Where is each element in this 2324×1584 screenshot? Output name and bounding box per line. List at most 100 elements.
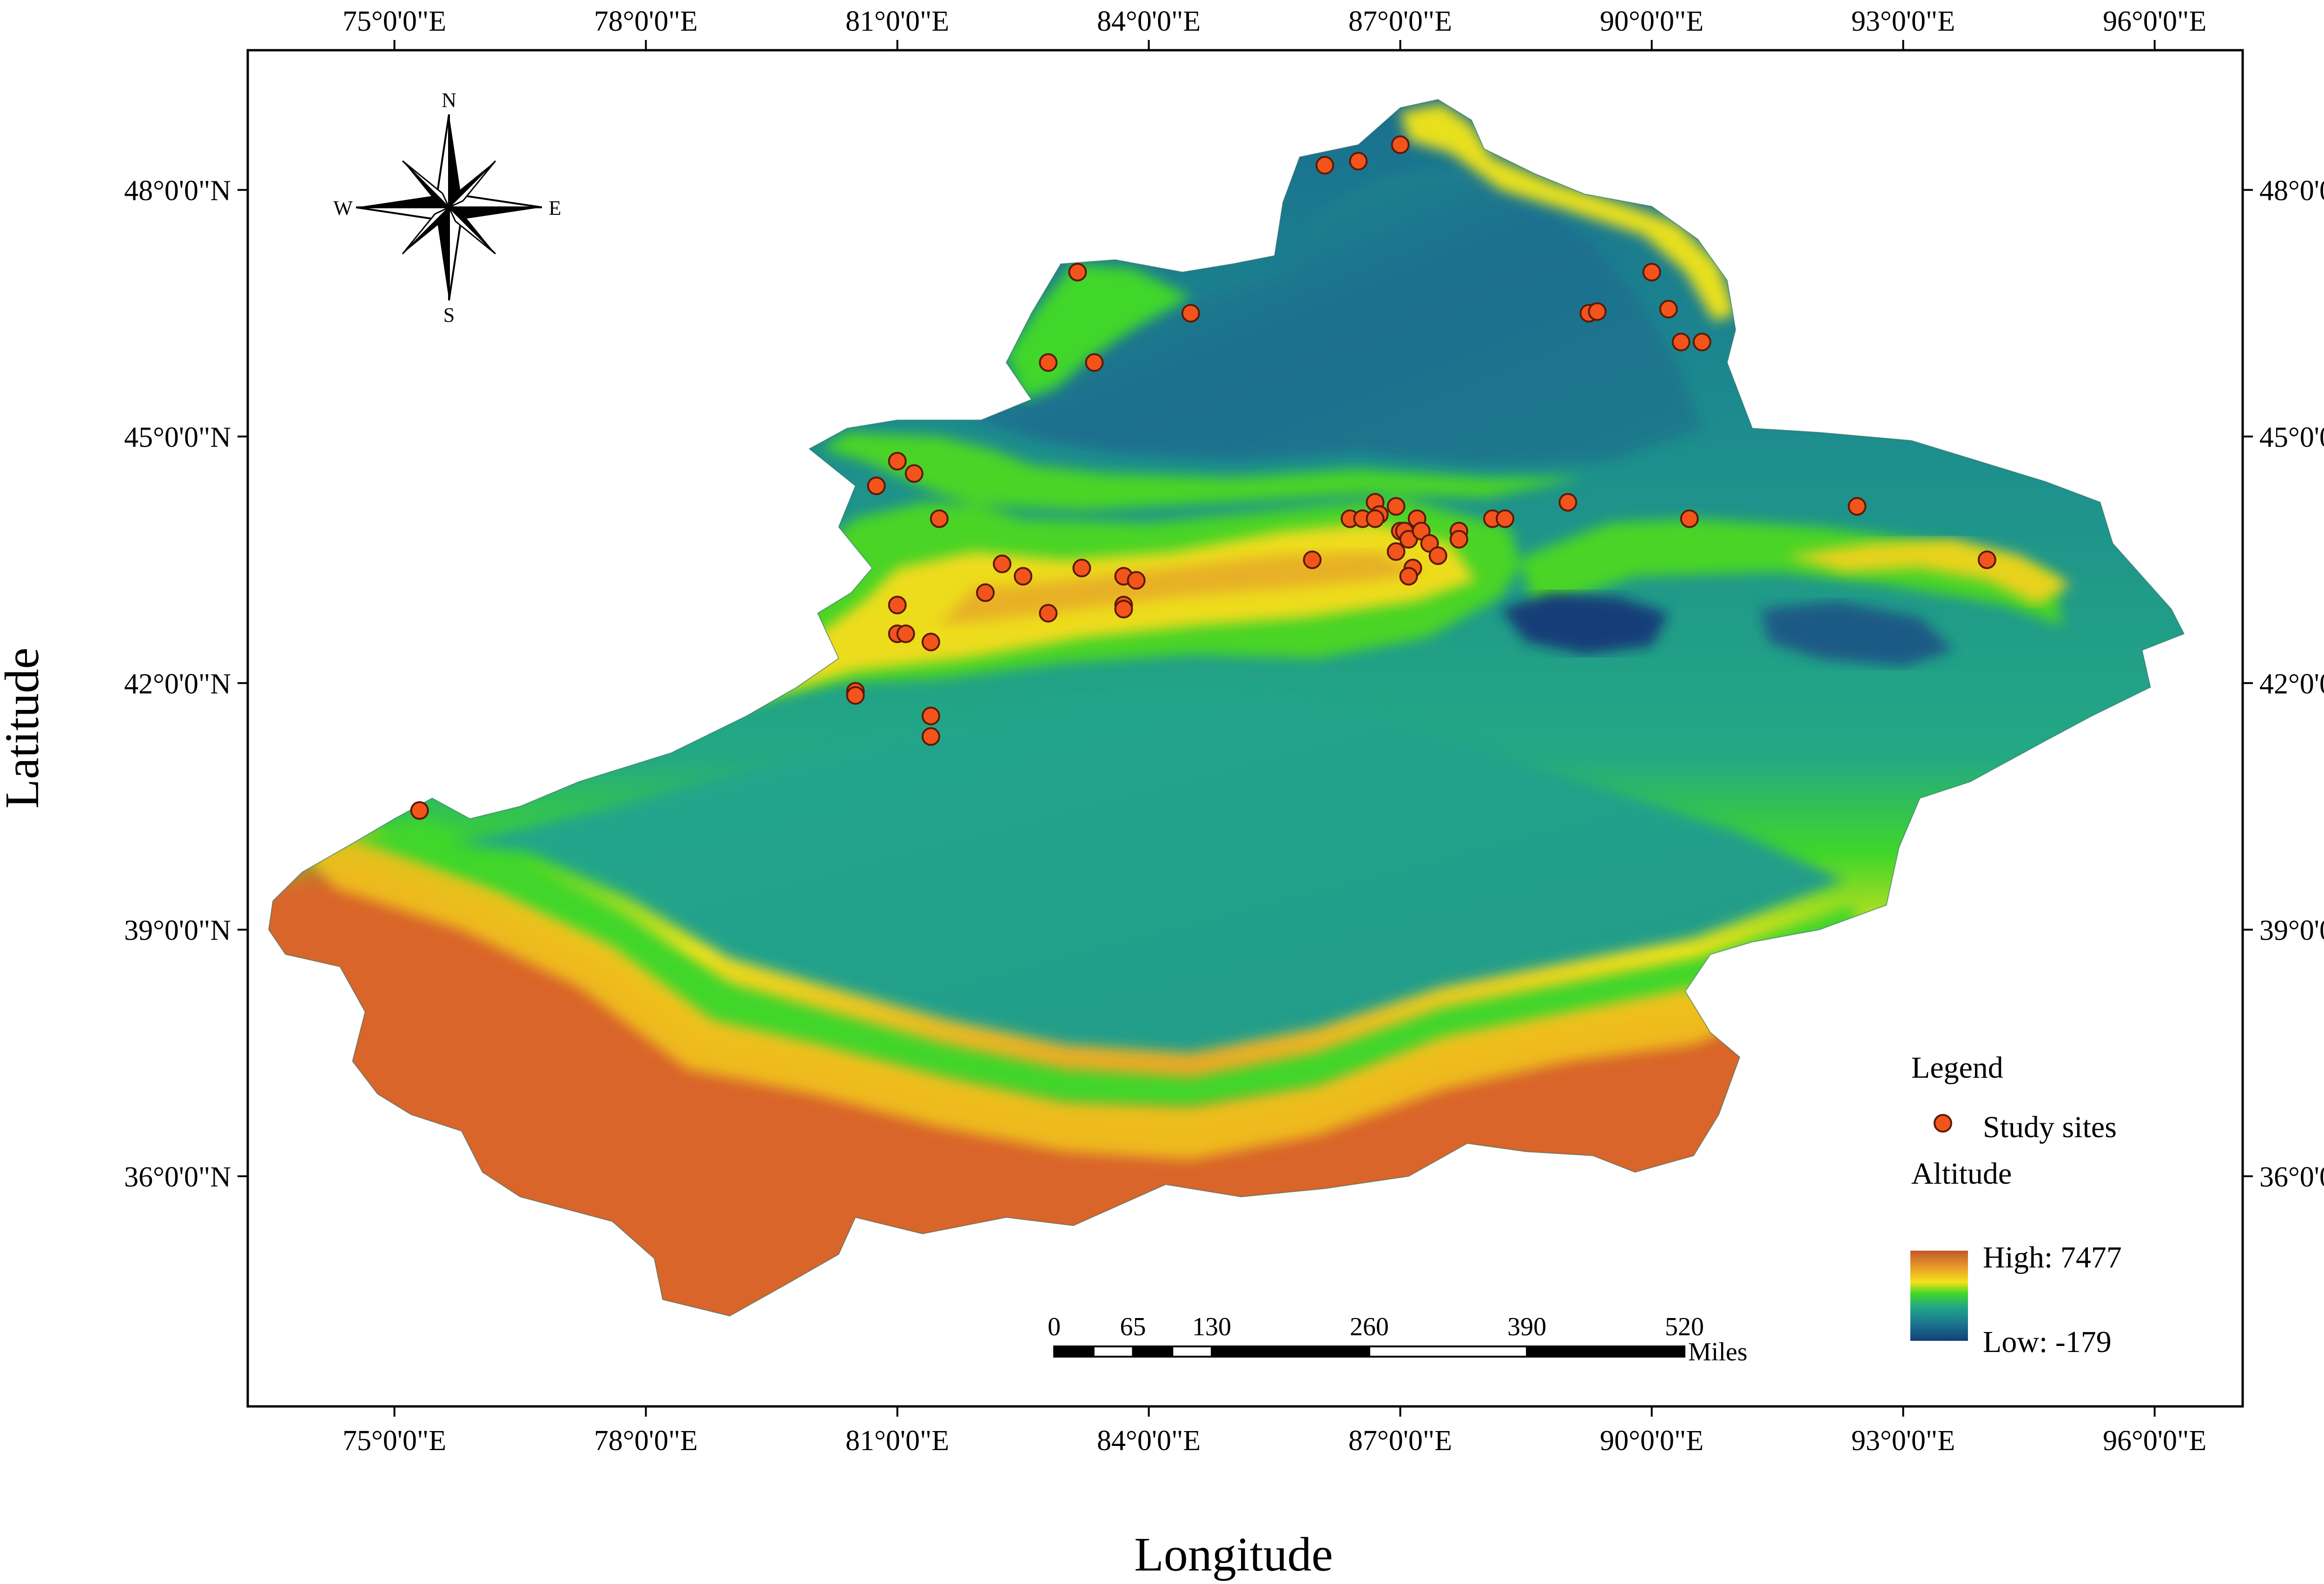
compass-e: E	[549, 197, 561, 219]
altai-mountains	[1400, 103, 1736, 322]
study-site-marker	[1114, 600, 1133, 619]
right-tick-label: 36°0'0"N	[2259, 1161, 2324, 1193]
left-tick-labels: 48°0'0"N 45°0'0"N 42°0'0"N 39°0'0"N 36°0'0"N	[124, 175, 248, 1193]
bottom-tick-label: 75°0'0"E	[343, 1425, 446, 1457]
study-site-marker	[410, 801, 429, 820]
north-arrow-icon: N S E W	[333, 89, 561, 326]
study-site-marker	[1386, 542, 1406, 561]
top-tick-label: 84°0'0"E	[1097, 6, 1201, 37]
hami-depression	[1761, 601, 1954, 667]
study-site-marker	[921, 632, 940, 651]
legend-low-label: Low: -179	[1983, 1325, 2112, 1359]
tianshan-peaks	[939, 551, 1426, 626]
top-tick-label: 87°0'0"E	[1348, 6, 1452, 37]
top-tick-label: 81°0'0"E	[845, 6, 949, 37]
right-tick-label: 48°0'0"N	[2259, 175, 2324, 207]
study-site-marker	[846, 686, 865, 705]
study-site-marker	[1366, 509, 1385, 528]
legend-title: Legend	[1911, 1051, 2003, 1085]
study-site-marker	[1680, 509, 1699, 528]
study-site-marker	[1588, 302, 1607, 321]
study-site-marker	[1391, 135, 1410, 154]
legend-sites-label: Study sites	[1983, 1110, 2117, 1144]
scale-bar-label: 520	[1665, 1312, 1704, 1341]
study-site-marker	[1496, 509, 1515, 528]
compass-s: S	[443, 304, 455, 326]
left-tick-label: 45°0'0"N	[124, 422, 231, 453]
scale-bar-unit: Miles	[1688, 1338, 1748, 1366]
study-site-marker	[930, 509, 949, 528]
study-site-marker	[1068, 263, 1087, 282]
study-site-marker	[1039, 353, 1058, 372]
x-axis-title: Longitude	[1134, 1528, 1333, 1581]
study-site-marker	[976, 583, 995, 602]
bottom-tick-label: 90°0'0"E	[1600, 1425, 1703, 1457]
scale-bar-label: 130	[1192, 1312, 1231, 1341]
y-axis-title: Latitude	[0, 648, 49, 809]
legend-high-label: High: 7477	[1983, 1240, 2122, 1274]
study-site-marker	[1039, 603, 1058, 623]
study-site-marker	[888, 596, 907, 615]
study-site-marker	[1399, 567, 1418, 586]
left-tick-label: 39°0'0"N	[124, 915, 231, 947]
bottom-tick-label: 96°0'0"E	[2103, 1425, 2206, 1457]
bottom-tick-label: 84°0'0"E	[1097, 1425, 1201, 1457]
study-site-marker	[1085, 353, 1104, 372]
compass-w: W	[333, 197, 353, 219]
scale-bar-label: 260	[1350, 1312, 1389, 1341]
compass-n: N	[442, 89, 456, 112]
study-site-marker	[1014, 567, 1033, 586]
top-tick-label: 93°0'0"E	[1851, 6, 1955, 37]
scale-bar-segment	[1132, 1345, 1174, 1358]
right-tick-label: 45°0'0"N	[2259, 422, 2324, 453]
study-site-marker	[905, 464, 924, 483]
scale-bar-segment	[1092, 1345, 1134, 1358]
study-site-marker	[1072, 558, 1091, 577]
study-site-marker	[1315, 156, 1334, 175]
bottom-tick-label: 87°0'0"E	[1348, 1425, 1452, 1457]
right-tick-label: 39°0'0"N	[2259, 915, 2324, 947]
top-tick-label: 96°0'0"E	[2103, 6, 2206, 37]
left-tick-label: 48°0'0"N	[124, 175, 231, 207]
scale-bar-segment	[1368, 1345, 1528, 1358]
study-site-marker	[1303, 550, 1322, 570]
scale-bar-label: 65	[1120, 1312, 1146, 1341]
study-site-marker	[1642, 263, 1661, 282]
bottom-tick-labels: 75°0'0"E 78°0'0"E 81°0'0"E 84°0'0"E 87°0'0"E…	[343, 1406, 2206, 1457]
legend-altitude-title: Altitude	[1911, 1157, 2012, 1191]
study-site-marker	[1386, 497, 1406, 516]
study-site-marker	[896, 624, 915, 643]
mountain-foothill-band	[302, 831, 1836, 1160]
tarim-basin	[453, 691, 1845, 1053]
bottom-tick-label: 78°0'0"E	[594, 1425, 698, 1457]
scale-bar-segment	[1211, 1345, 1370, 1358]
legend: Legend Study sites Altitude High: 7477 L…	[1910, 1051, 2122, 1359]
bottom-tick-label: 93°0'0"E	[1851, 1425, 1955, 1457]
study-site-marker	[1181, 304, 1200, 323]
scale-bar-label: 0	[1048, 1312, 1061, 1341]
scale-bar-segment	[1526, 1345, 1685, 1358]
study-site-marker	[921, 727, 940, 746]
right-tick-labels: 48°0'0"N 45°0'0"N 42°0'0"N 39°0'0"N 36°0'0"N	[2243, 175, 2324, 1193]
study-site-marker	[1449, 530, 1468, 549]
study-site-marker	[1558, 493, 1578, 512]
top-tick-labels: 75°0'0"E 78°0'0"E 81°0'0"E 84°0'0"E 87°0'0"E…	[343, 6, 2206, 50]
xinjiang-region	[268, 99, 2185, 1317]
study-site-marker	[1127, 571, 1146, 590]
left-tick-label: 36°0'0"N	[124, 1161, 231, 1193]
top-tick-label: 75°0'0"E	[343, 6, 446, 37]
study-site-marker	[888, 451, 907, 471]
dzungarian-basin	[964, 165, 1702, 465]
scale-bar-segment	[1053, 1345, 1095, 1358]
map-frame	[246, 49, 2244, 1408]
study-site-marker	[1349, 152, 1368, 171]
study-site-marker	[1671, 332, 1690, 351]
top-tick-label: 90°0'0"E	[1600, 6, 1703, 37]
basin-rim-band	[352, 819, 1862, 1107]
study-site-marker	[1692, 332, 1711, 351]
study-site-marker	[1659, 299, 1678, 318]
study-site-marker	[1848, 497, 1867, 516]
left-tick-label: 42°0'0"N	[124, 668, 231, 700]
